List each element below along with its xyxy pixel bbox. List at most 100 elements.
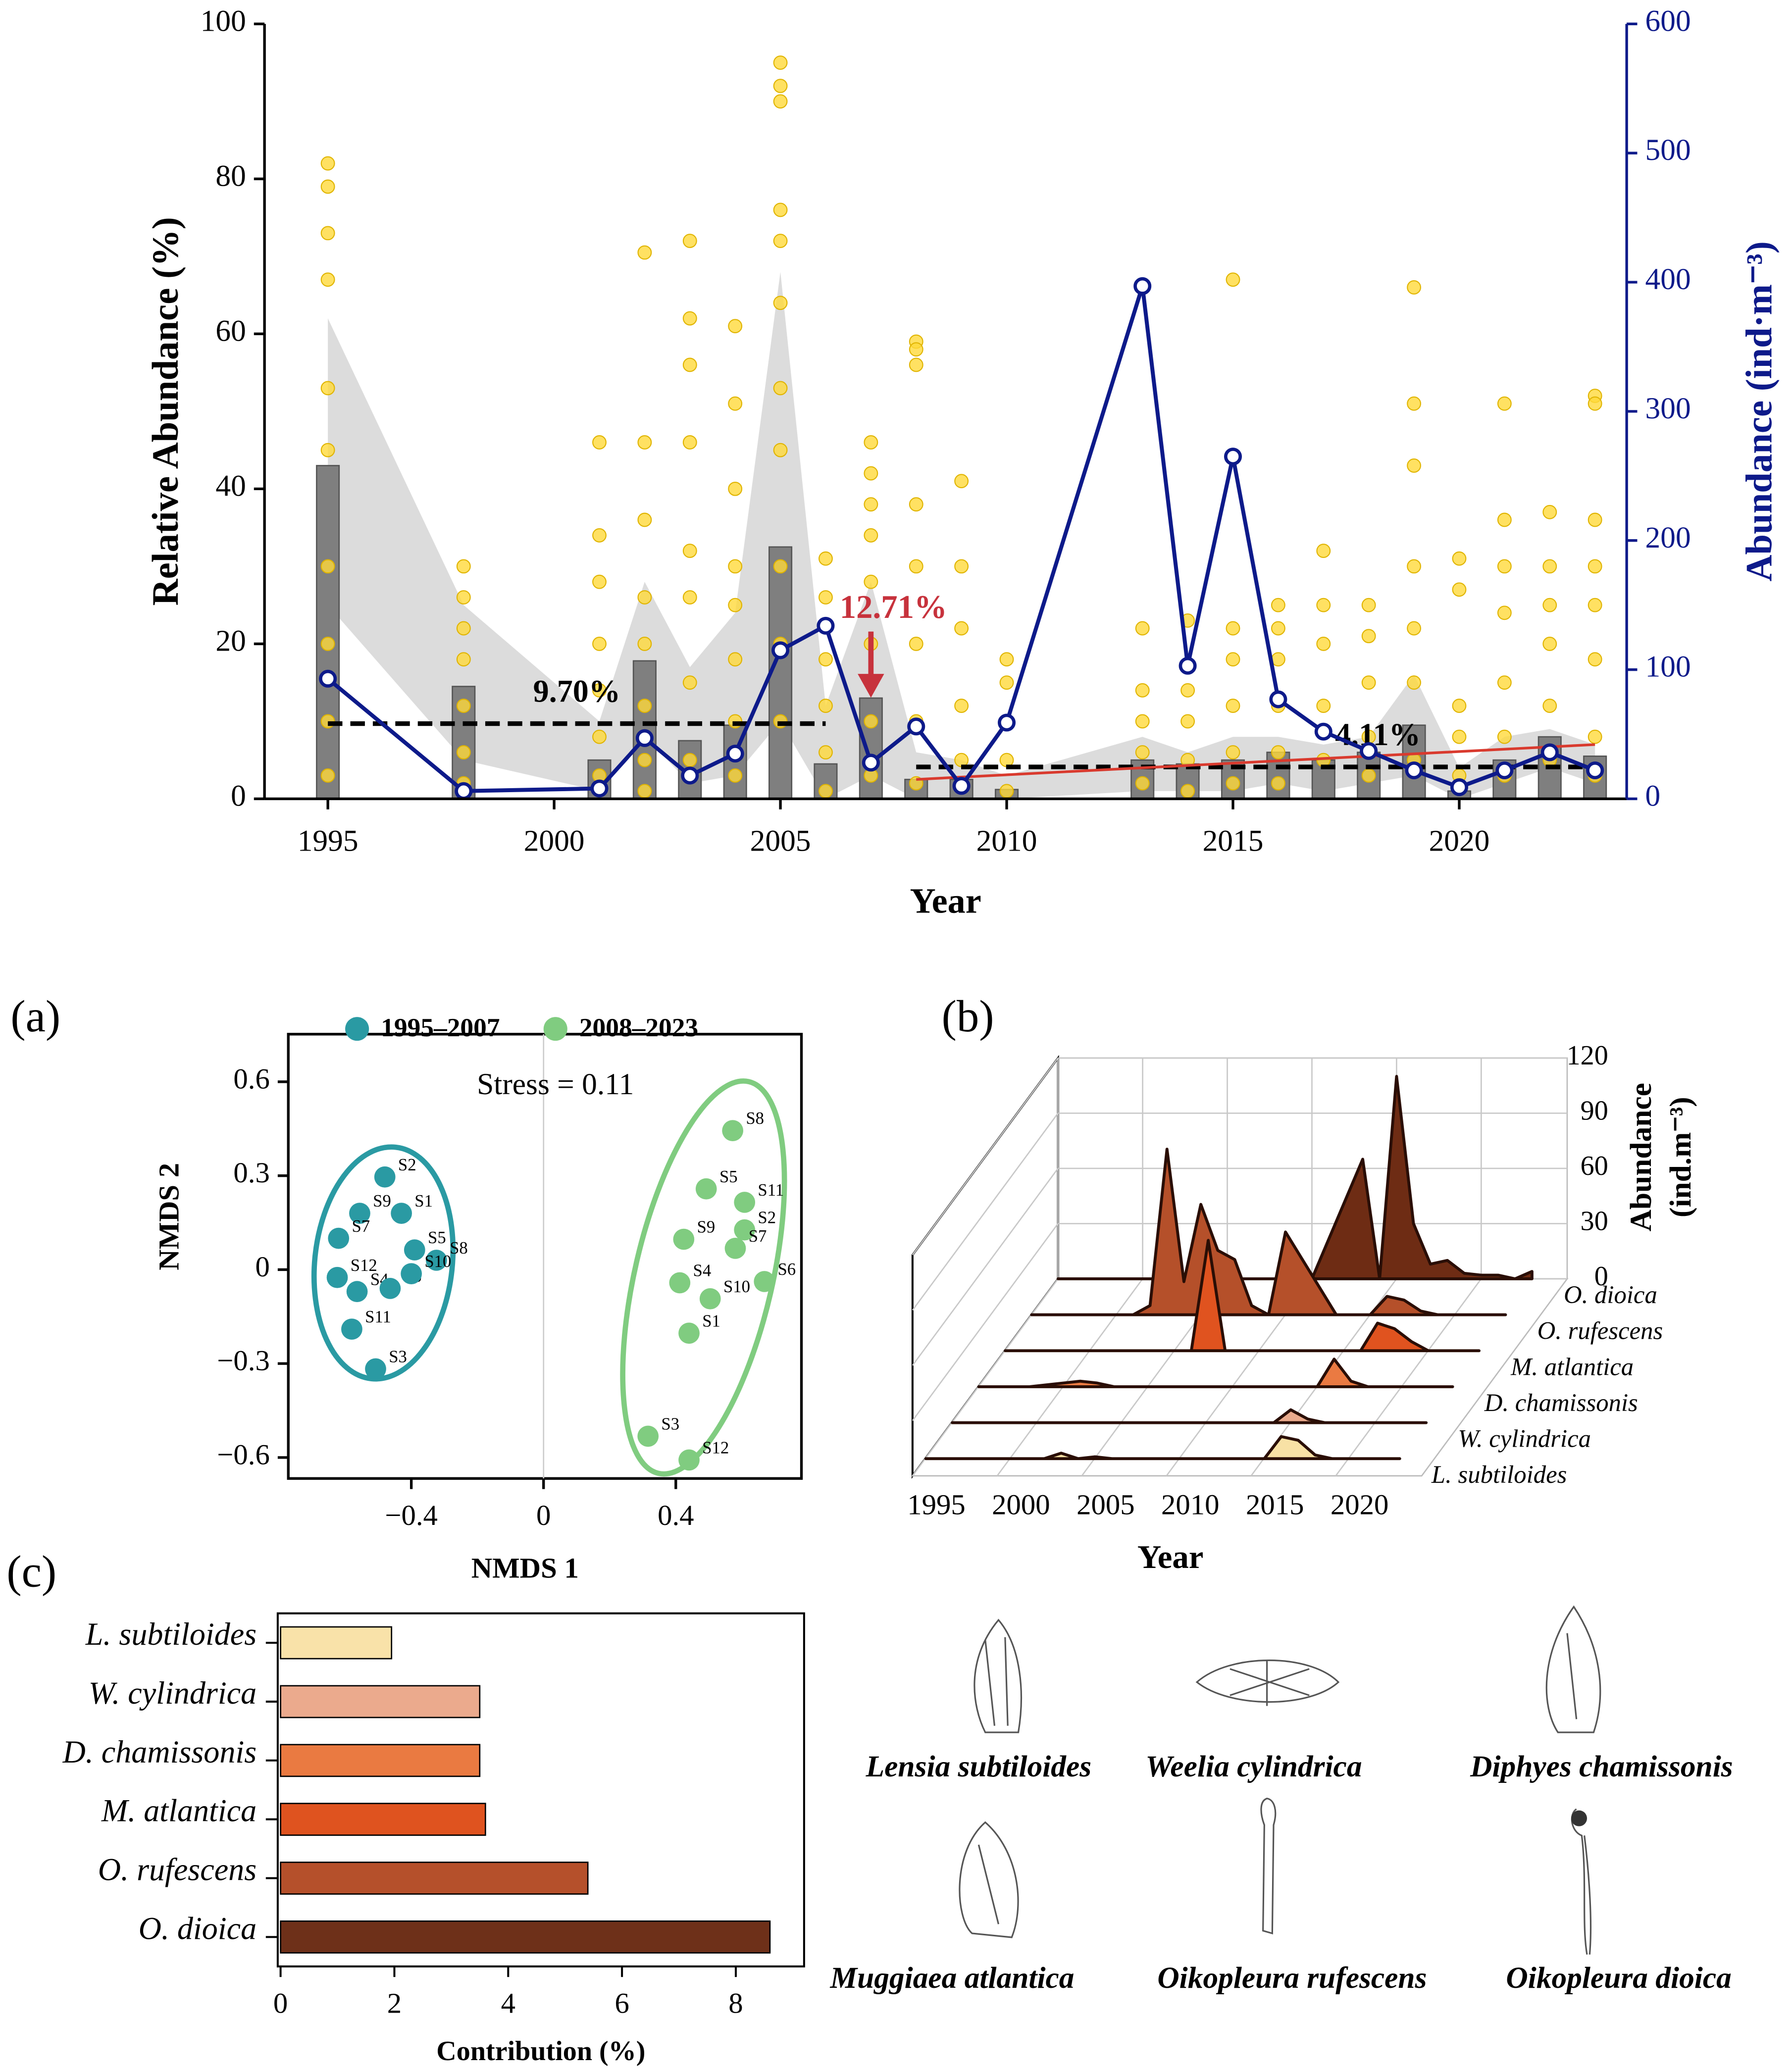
x-tick-label: 0	[273, 1987, 288, 2019]
line-marker	[1495, 761, 1514, 780]
site-label: S8	[450, 1238, 468, 1258]
sample-point	[1180, 784, 1195, 799]
x-tick-label: 1995	[907, 1488, 966, 1520]
site-label: S7	[352, 1216, 370, 1236]
sample-point	[999, 784, 1014, 799]
sample-point	[1407, 621, 1422, 636]
category-label: O. rufescens	[98, 1852, 256, 1887]
sample-point	[1407, 396, 1422, 411]
sketch	[1260, 1797, 1277, 1935]
x-tick-label: 0	[536, 1499, 551, 1531]
sample-point	[773, 381, 788, 396]
sample-point	[637, 512, 652, 527]
site-label: S12	[351, 1256, 377, 1275]
site-point	[695, 1178, 717, 1200]
sample-point	[1271, 776, 1285, 791]
site-point	[754, 1271, 775, 1292]
y-tick-label: 60	[215, 314, 246, 348]
species-sketches	[959, 1605, 1601, 1955]
line-marker	[998, 713, 1016, 732]
sample-point	[1361, 675, 1376, 690]
site-label: S3	[389, 1347, 407, 1366]
sample-point	[1226, 621, 1240, 636]
grid-line	[1335, 1278, 1482, 1476]
sample-point	[819, 745, 833, 759]
bar	[1402, 724, 1426, 800]
line-marker	[771, 641, 790, 659]
site-label: S2	[758, 1208, 776, 1227]
sample-point	[1542, 559, 1557, 574]
sample-point	[728, 481, 743, 496]
y2-tick-label: 200	[1645, 521, 1691, 555]
site-label: S12	[702, 1438, 729, 1458]
grid-line	[912, 1168, 1059, 1366]
sample-point	[954, 621, 969, 636]
ridge-label: M. atlantica	[1510, 1353, 1634, 1380]
site-point	[391, 1203, 412, 1224]
site-point	[401, 1263, 422, 1284]
line-marker	[862, 754, 880, 772]
site-label: S3	[661, 1414, 679, 1433]
x-tick-label: 6	[614, 1987, 629, 2019]
x-tick-label: 2010	[976, 824, 1037, 858]
site-label: S8	[746, 1109, 764, 1128]
y-axis-title: NMDS 2	[153, 1163, 185, 1270]
y-tick-label: 40	[215, 469, 246, 503]
sample-point	[320, 179, 335, 194]
site-point	[365, 1358, 386, 1380]
site-point	[669, 1272, 691, 1294]
ridge	[951, 1408, 1428, 1424]
x-tick-label: 2000	[524, 824, 585, 858]
sample-point	[864, 528, 878, 543]
sample-point	[1587, 598, 1602, 612]
sample-point	[592, 683, 607, 698]
species-name: Weelia cylindrica	[1145, 1750, 1362, 1783]
sketch	[1545, 1605, 1601, 1733]
sample-point	[1587, 652, 1602, 667]
x-tick-label: 8	[728, 1987, 743, 2019]
site-point	[379, 1277, 401, 1299]
sample-point	[1497, 559, 1512, 574]
sample-point	[320, 381, 335, 396]
y-tick-label: −0.6	[217, 1438, 270, 1470]
site-label: S7	[749, 1226, 767, 1246]
sample-point	[819, 699, 833, 713]
sample-point	[682, 544, 697, 558]
sample-point	[1226, 745, 1240, 759]
sample-point	[773, 94, 788, 109]
species-name: Oikopleura rufescens	[1157, 1961, 1427, 1995]
sample-point	[1452, 729, 1467, 744]
z-axis-title: Abundance	[1624, 1083, 1658, 1231]
x-tick-label: 2015	[1203, 824, 1264, 858]
sample-point	[456, 590, 471, 605]
panel-label: (c)	[6, 1547, 56, 1597]
sample-point	[637, 590, 652, 605]
x-tick-label: −0.4	[385, 1499, 438, 1531]
sample-point	[999, 652, 1014, 667]
ridge	[1030, 1148, 1507, 1316]
bar	[280, 1803, 486, 1836]
sample-point	[1135, 621, 1150, 636]
z-tick-label: 0	[1594, 1261, 1608, 1292]
sample-point	[1316, 636, 1331, 651]
z-tick-label: 60	[1581, 1151, 1608, 1181]
y2-tick-label: 400	[1645, 262, 1691, 296]
sample-point	[592, 729, 607, 744]
sample-point	[954, 474, 969, 489]
bar	[859, 697, 883, 800]
sample-point	[773, 55, 788, 70]
sample-point	[1407, 458, 1422, 473]
site-label: S10	[723, 1277, 750, 1296]
site-point	[349, 1203, 370, 1224]
sample-point	[682, 234, 697, 248]
y2-axis-title: Abundance (ind·m⁻³)	[1739, 241, 1780, 581]
sample-point	[864, 497, 878, 512]
line-marker	[635, 729, 654, 747]
sample-point	[1316, 598, 1331, 612]
arrow-label: 12.71%	[840, 589, 947, 625]
sample-point	[456, 745, 471, 759]
sample-point	[320, 768, 335, 783]
sample-point	[1407, 675, 1422, 690]
site-label: S5	[428, 1228, 446, 1247]
